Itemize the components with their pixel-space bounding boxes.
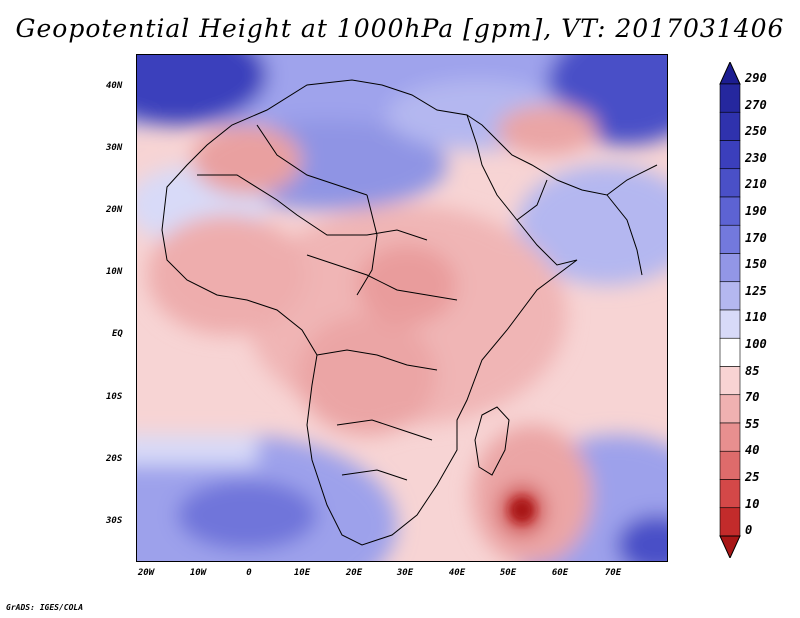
coastlines — [161, 79, 658, 546]
colorbar-tick-label: 100 — [745, 337, 767, 351]
colorbar-swatch — [719, 111, 741, 141]
map-title: Geopotential Height at 1000hPa [gpm], VT… — [15, 14, 785, 43]
colorbar-swatch — [719, 168, 741, 198]
colorbar-bottom-arrow — [719, 535, 741, 558]
colorbar-tick-label: 85 — [745, 363, 760, 378]
map-panel — [136, 54, 668, 562]
lat-label-30n: 30N — [106, 143, 123, 153]
colorbar-tick-label: 290 — [745, 71, 767, 85]
lat-label-40n: 40N — [106, 81, 123, 91]
colorbar-steps — [719, 83, 741, 537]
colorbar-top-arrow — [719, 62, 741, 85]
geopotential-field — [137, 55, 667, 561]
grads-credit: GrADS: IGES/COLA — [6, 603, 84, 612]
lon-label-60e: 60E — [551, 568, 569, 578]
colorbar-swatch — [719, 196, 741, 226]
lat-label-eq: EQ — [112, 329, 123, 339]
lon-label-10w: 10W — [189, 568, 207, 578]
lon-label-20e: 20E — [345, 568, 363, 578]
colorbar-swatch — [719, 83, 741, 113]
colorbar — [719, 62, 741, 558]
colorbar-tick-label: 230 — [745, 150, 767, 165]
lat-label-10n: 10N — [106, 267, 123, 277]
colorbar-swatch — [719, 337, 741, 367]
lat-label-10s: 10S — [106, 392, 123, 402]
lon-label-0: 0 — [246, 568, 252, 578]
colorbar-swatch — [719, 479, 741, 509]
colorbar-tick-label: 190 — [745, 204, 767, 218]
lat-label-30s: 30S — [106, 516, 123, 526]
colorbar-tick-label: 70 — [745, 390, 760, 405]
colorbar-swatch — [719, 507, 741, 537]
colorbar-tick-label: 25 — [745, 470, 760, 484]
lon-label-30e: 30E — [396, 568, 414, 578]
lon-label-50e: 50E — [499, 568, 517, 578]
lat-label-20s: 20S — [106, 454, 123, 464]
lon-label-70e: 70E — [604, 568, 622, 578]
colorbar-tick-label: 110 — [745, 310, 767, 325]
colorbar-tick-label: 210 — [745, 177, 767, 192]
colorbar-swatch — [719, 450, 741, 480]
lat-label-20n: 20N — [106, 205, 123, 215]
colorbar-tick-label: 0 — [745, 523, 753, 538]
lon-label-10e: 10E — [293, 568, 311, 578]
colorbar-tick-label: 270 — [745, 97, 767, 112]
colorbar-swatch — [719, 422, 741, 452]
colorbar-swatch — [719, 366, 741, 396]
lon-label-40e: 40E — [448, 568, 466, 578]
colorbar-tick-label: 170 — [745, 230, 767, 245]
colorbar-tick-label: 55 — [745, 416, 760, 431]
colorbar-swatch — [719, 309, 741, 339]
colorbar-tick-label: 125 — [745, 283, 767, 298]
colorbar-swatch — [719, 394, 741, 424]
colorbar-swatch — [719, 140, 741, 170]
colorbar-tick-label: 10 — [745, 496, 760, 511]
colorbar-tick-label: 150 — [745, 257, 767, 272]
colorbar-swatch — [719, 224, 741, 254]
colorbar-tick-label: 250 — [745, 124, 767, 139]
colorbar-swatch — [719, 253, 741, 283]
lon-label-20w: 20W — [137, 568, 155, 578]
colorbar-tick-label: 40 — [745, 443, 760, 458]
colorbar-swatch — [719, 281, 741, 311]
